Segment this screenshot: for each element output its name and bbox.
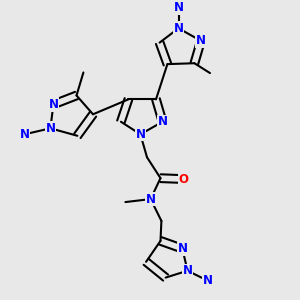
Text: N: N [182, 264, 193, 277]
Text: O: O [178, 172, 189, 186]
Text: N: N [173, 22, 184, 35]
Text: N: N [196, 34, 206, 47]
Text: N: N [146, 193, 156, 206]
Text: N: N [173, 2, 184, 14]
Text: N: N [20, 128, 30, 141]
Text: N: N [158, 115, 168, 128]
Text: N: N [48, 98, 59, 111]
Text: N: N [135, 128, 146, 141]
Text: N: N [202, 274, 213, 287]
Text: N: N [177, 242, 188, 255]
Text: N: N [45, 122, 56, 135]
